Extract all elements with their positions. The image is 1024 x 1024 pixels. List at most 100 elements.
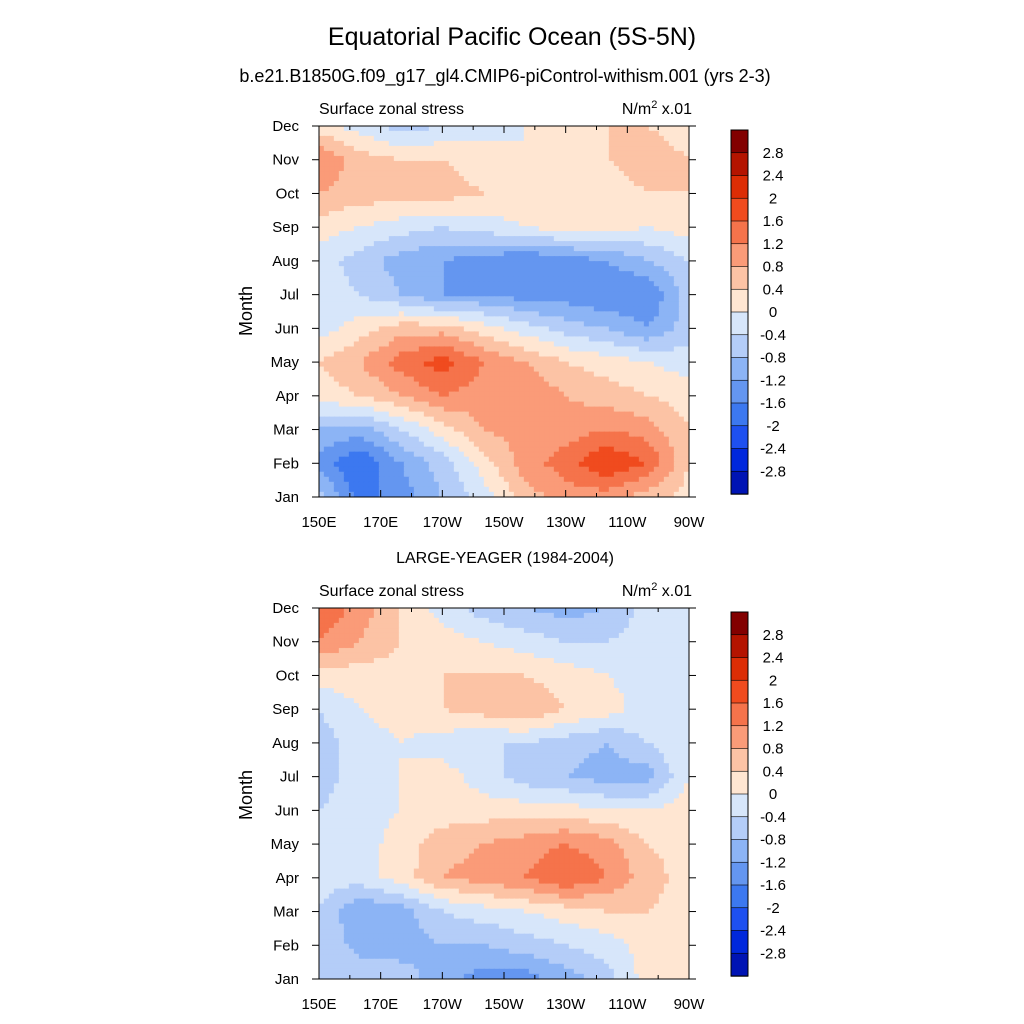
heatmap-cell — [553, 175, 560, 182]
heatmap-cell — [553, 376, 560, 383]
heatmap-cell — [568, 186, 575, 192]
heatmap-cell — [373, 426, 380, 433]
heatmap-cell — [433, 155, 440, 162]
heatmap-cell — [633, 155, 640, 162]
heatmap-cell — [608, 421, 615, 428]
heatmap-cell — [538, 381, 545, 388]
heatmap-cell — [673, 241, 680, 248]
heatmap-cell — [648, 236, 655, 243]
heatmap-cell — [663, 366, 670, 373]
heatmap-cell — [448, 186, 455, 192]
heatmap-cell — [393, 155, 400, 162]
heatmap-cell — [358, 196, 365, 202]
heatmap-cell — [543, 246, 550, 253]
heatmap-cell — [673, 165, 680, 172]
heatmap-cell — [588, 446, 595, 453]
heatmap-cell — [458, 226, 465, 233]
heatmap-cell — [363, 391, 370, 398]
heatmap-cell — [603, 326, 610, 333]
heatmap-cell — [658, 316, 665, 323]
heatmap-cell — [319, 326, 325, 333]
heatmap-cell — [478, 221, 485, 228]
heatmap-cell — [618, 381, 625, 388]
heatmap-cell — [653, 336, 660, 343]
heatmap-cell — [378, 386, 385, 393]
heatmap-cell — [363, 306, 370, 313]
heatmap-cell — [483, 426, 490, 433]
heatmap-cell — [408, 311, 415, 318]
heatmap-cell — [528, 351, 535, 358]
heatmap-cell — [543, 346, 550, 353]
heatmap-cell — [618, 130, 625, 137]
heatmap-cell — [493, 266, 500, 273]
heatmap-cell — [508, 431, 515, 438]
heatmap-cell — [523, 436, 530, 443]
heatmap-cell — [388, 236, 395, 243]
heatmap-cell — [413, 291, 420, 298]
heatmap-cell — [618, 391, 625, 398]
heatmap-cell — [488, 441, 495, 448]
heatmap-cell — [438, 226, 445, 233]
heatmap-cell — [398, 351, 405, 358]
heatmap-cell — [363, 326, 370, 333]
heatmap-cell — [538, 241, 545, 248]
heatmap-cell — [483, 160, 490, 167]
heatmap-cell — [488, 261, 495, 268]
heatmap-cell — [648, 145, 655, 152]
heatmap-cell — [498, 301, 505, 308]
heatmap-cell — [448, 441, 455, 448]
heatmap-cell — [663, 201, 670, 207]
heatmap-cell — [413, 150, 420, 157]
heatmap-cell — [553, 456, 560, 463]
heatmap-cell — [428, 226, 435, 233]
heatmap-cell — [348, 361, 355, 368]
heatmap-cell — [638, 201, 645, 207]
heatmap-cell — [648, 170, 655, 177]
heatmap-cell — [363, 351, 370, 358]
heatmap-cell — [393, 135, 400, 142]
heatmap-cell — [528, 381, 535, 388]
heatmap-cell — [398, 271, 405, 278]
heatmap-cell — [428, 311, 435, 318]
heatmap-cell — [618, 376, 625, 383]
heatmap-cell — [463, 341, 470, 348]
heatmap-cell — [323, 155, 330, 162]
heatmap-cell — [583, 436, 590, 443]
heatmap-cell — [568, 201, 575, 207]
heatmap-cell — [453, 431, 460, 438]
heatmap-cell — [488, 351, 495, 358]
heatmap-cell — [348, 296, 355, 303]
heatmap-cell — [603, 316, 610, 323]
heatmap-cell — [463, 431, 470, 438]
heatmap-cell — [423, 261, 430, 268]
heatmap-cell — [483, 180, 490, 187]
heatmap-cell — [478, 401, 485, 408]
heatmap-cell — [468, 391, 475, 398]
heatmap-cell — [663, 341, 670, 348]
heatmap-cell — [603, 341, 610, 348]
heatmap-cell — [668, 286, 675, 293]
heatmap-cell — [593, 211, 600, 217]
heatmap-cell — [378, 180, 385, 187]
heatmap-cell — [438, 160, 445, 167]
heatmap-cell — [483, 311, 490, 318]
heatmap-cell — [593, 391, 600, 398]
heatmap-cell — [393, 281, 400, 288]
heatmap-cell — [638, 140, 645, 147]
heatmap-cell — [528, 246, 535, 253]
heatmap-cell — [608, 296, 615, 303]
heatmap-cell — [413, 180, 420, 187]
heatmap-cell — [543, 441, 550, 448]
heatmap-cell — [453, 165, 460, 172]
heatmap-cell — [623, 281, 630, 288]
heatmap-cell — [628, 221, 635, 228]
heatmap-cell — [493, 180, 500, 187]
heatmap-cell — [443, 376, 450, 383]
heatmap-cell — [443, 126, 450, 132]
heatmap-cell — [418, 451, 425, 458]
heatmap-cell — [348, 150, 355, 157]
heatmap-cell — [508, 321, 515, 328]
heatmap-cell — [433, 326, 440, 333]
heatmap-cell — [373, 206, 380, 212]
heatmap-cell — [613, 436, 620, 443]
